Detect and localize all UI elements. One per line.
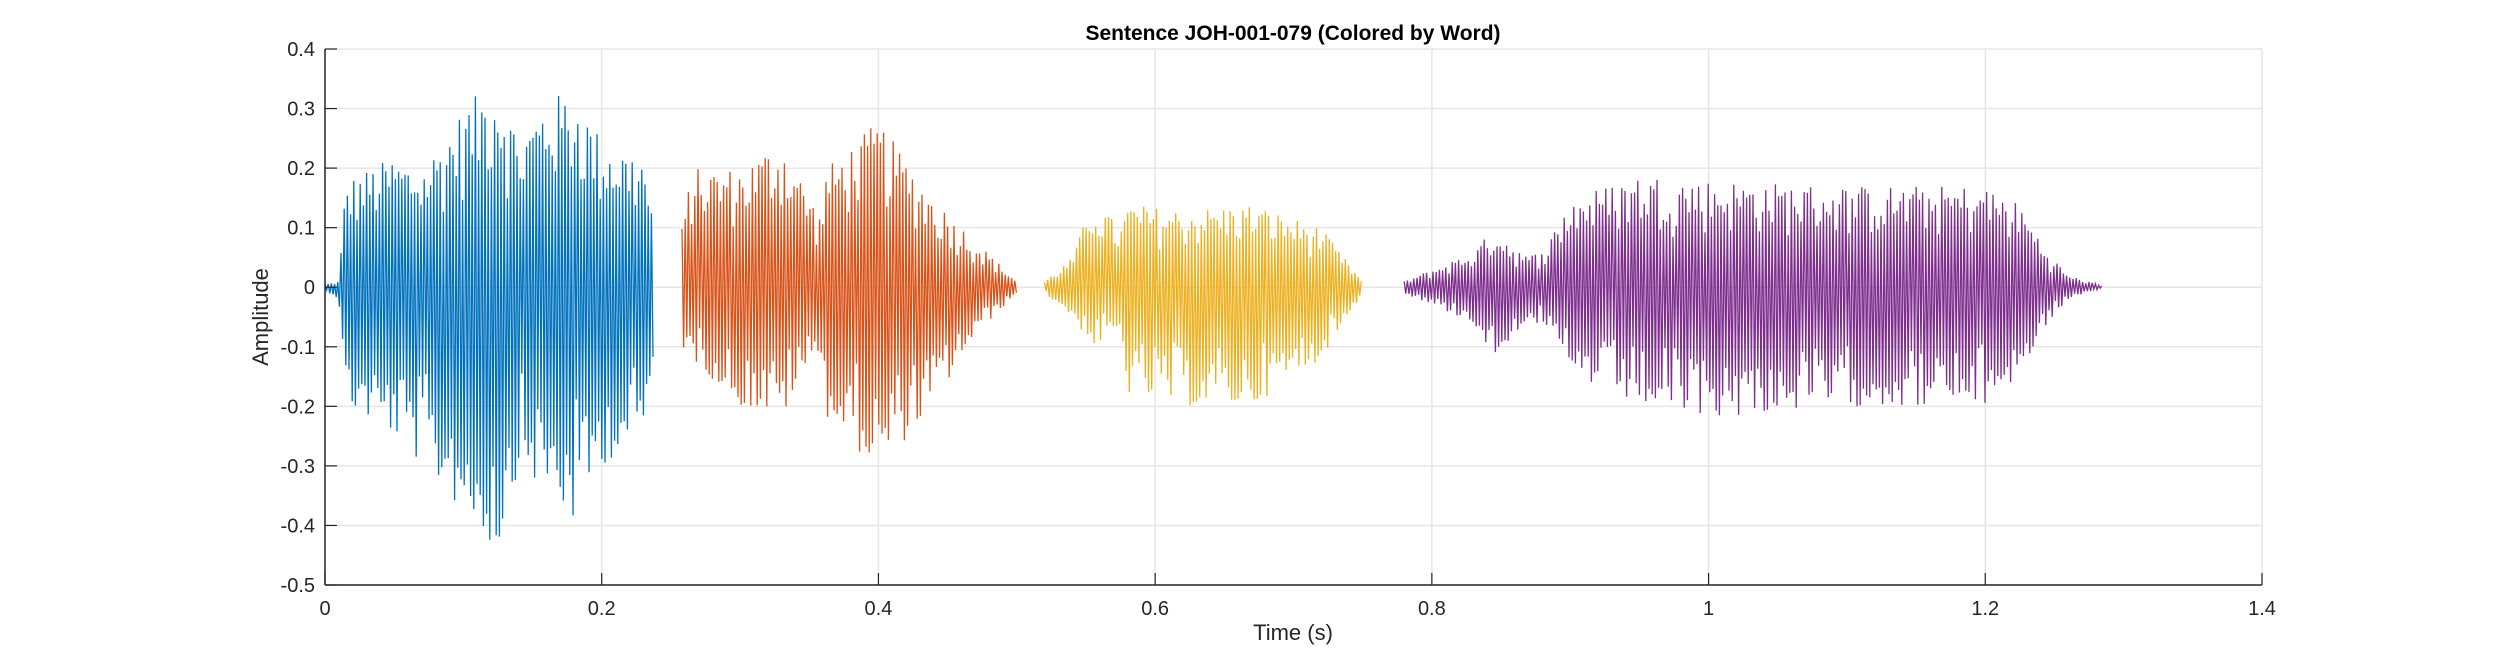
y-tick-label: 0.2: [287, 158, 315, 180]
x-tick-label: 1.2: [1971, 598, 1999, 620]
x-tick-label: 1: [1703, 598, 1714, 620]
y-tick-label: 0.4: [287, 39, 315, 61]
x-tick-label: 0.4: [865, 598, 893, 620]
x-tick-label: 0.8: [1418, 598, 1446, 620]
x-tick-label: 1.4: [2248, 598, 2276, 620]
y-axis-label: Amplitude: [248, 268, 273, 366]
x-tick-label: 0: [319, 598, 330, 620]
waveform-word-3: [1043, 206, 1362, 406]
axes: 0 0.2 0.4 0.6 0.8 1 1.2 1.4 0.4 0.3 0.2 0.1 0 -0.1 -0.…: [281, 39, 2276, 620]
x-axis-label: Time (s): [1253, 620, 1333, 645]
y-tick-label: 0.3: [287, 99, 315, 121]
waveform-word-1: [324, 95, 654, 540]
y-tick-label: 0: [304, 277, 315, 299]
plot-area: [324, 95, 2103, 540]
y-tick-label: -0.3: [281, 456, 315, 478]
x-tick-label: 0.2: [588, 598, 616, 620]
x-tick-label: 0.6: [1141, 598, 1169, 620]
y-tick-label: -0.1: [281, 337, 315, 359]
y-tick-label: -0.2: [281, 396, 315, 418]
waveform-word-2: [681, 128, 1018, 453]
y-tick-label: -0.4: [281, 515, 315, 537]
chart-title: Sentence JOH-001-079 (Colored by Word): [1085, 22, 1500, 45]
y-tick-label: -0.5: [281, 575, 315, 597]
waveform-word-4: [1403, 179, 2103, 416]
y-tick-label: 0.1: [287, 218, 315, 240]
